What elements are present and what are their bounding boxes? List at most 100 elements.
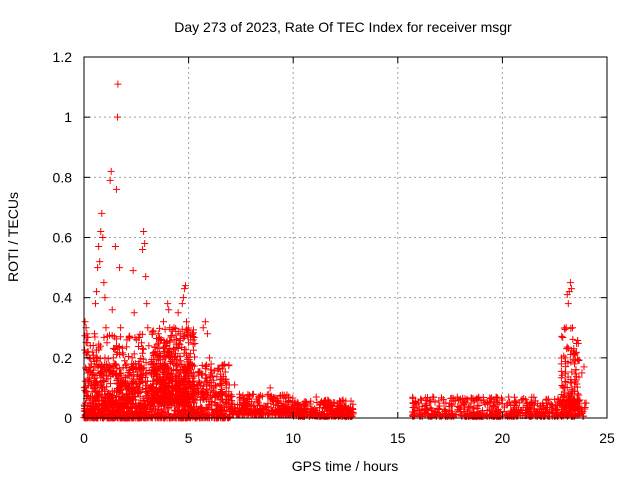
- data-point: [475, 393, 483, 401]
- data-point: [569, 355, 577, 363]
- data-point: [245, 391, 253, 399]
- data-point: [107, 380, 115, 388]
- data-point: [298, 412, 306, 420]
- x-tick-label: 0: [80, 430, 88, 446]
- data-point: [206, 373, 214, 381]
- data-point: [427, 405, 435, 413]
- data-point: [200, 407, 208, 415]
- data-point: [247, 402, 255, 410]
- data-point: [156, 324, 164, 332]
- data-point: [161, 325, 169, 333]
- data-point: [167, 390, 175, 398]
- data-point: [177, 357, 185, 365]
- scatter-points: [80, 80, 590, 422]
- data-point: [559, 334, 567, 342]
- data-point: [560, 393, 568, 401]
- data-point: [174, 309, 182, 317]
- data-point: [582, 399, 590, 407]
- data-point: [329, 405, 337, 413]
- data-point: [86, 342, 94, 350]
- data-point: [542, 399, 550, 407]
- data-point: [561, 370, 569, 378]
- y-axis-label: ROTI / TECUs: [5, 192, 21, 282]
- y-tick-label: 1.2: [53, 49, 73, 65]
- data-point: [283, 391, 291, 399]
- data-point: [254, 399, 262, 407]
- data-point: [564, 300, 572, 308]
- data-point: [417, 395, 425, 403]
- data-point: [333, 411, 341, 419]
- chart-title: Day 273 of 2023, Rate Of TEC Index for r…: [174, 19, 512, 35]
- data-point: [182, 368, 190, 376]
- data-point: [114, 374, 122, 382]
- data-point: [90, 383, 98, 391]
- data-point: [551, 406, 559, 414]
- data-point: [142, 273, 150, 281]
- data-point: [149, 327, 157, 335]
- data-point: [89, 403, 97, 411]
- data-point: [123, 402, 131, 410]
- data-point: [239, 391, 247, 399]
- y-tick-label: 1: [64, 109, 72, 125]
- data-point: [189, 340, 197, 348]
- data-point: [171, 352, 179, 360]
- data-point: [576, 396, 584, 404]
- data-point: [100, 403, 108, 411]
- data-point: [168, 358, 176, 366]
- data-point: [237, 396, 245, 404]
- data-point: [119, 376, 127, 384]
- data-point: [128, 360, 136, 368]
- data-point: [114, 349, 122, 357]
- data-point: [152, 351, 160, 359]
- data-point: [170, 383, 178, 391]
- data-point: [530, 405, 538, 413]
- data-point: [169, 413, 177, 421]
- data-point: [205, 379, 213, 387]
- data-point: [295, 408, 303, 416]
- data-point: [213, 407, 221, 415]
- data-point: [109, 354, 117, 362]
- data-point: [160, 386, 168, 394]
- data-point: [436, 411, 444, 419]
- data-point: [130, 350, 138, 358]
- data-point: [242, 400, 250, 408]
- data-point: [99, 410, 107, 418]
- data-point: [557, 367, 565, 375]
- data-point: [560, 352, 568, 360]
- data-point: [560, 388, 568, 396]
- data-point: [123, 343, 131, 351]
- data-point: [93, 288, 101, 296]
- data-point: [116, 264, 124, 272]
- data-point: [129, 267, 137, 275]
- data-point: [561, 354, 569, 362]
- data-point: [148, 330, 156, 338]
- data-point: [182, 351, 190, 359]
- data-point: [128, 354, 136, 362]
- data-point: [100, 333, 108, 341]
- data-point: [284, 397, 292, 405]
- data-point: [101, 354, 109, 362]
- data-point: [488, 404, 496, 412]
- data-point: [555, 396, 563, 404]
- data-point: [138, 364, 146, 372]
- y-tick-label: 0.6: [53, 230, 73, 246]
- data-point: [256, 393, 264, 401]
- data-point: [203, 385, 211, 393]
- data-point: [154, 330, 162, 338]
- data-point: [297, 404, 305, 412]
- data-point: [464, 412, 472, 420]
- data-point: [512, 398, 520, 406]
- data-point: [538, 408, 546, 416]
- data-point: [566, 395, 574, 403]
- data-point: [81, 346, 89, 354]
- data-point: [103, 339, 111, 347]
- data-point: [266, 384, 274, 392]
- data-point: [218, 382, 226, 390]
- data-point: [112, 360, 120, 368]
- data-point: [135, 375, 143, 383]
- data-point: [149, 377, 157, 385]
- data-point: [238, 402, 246, 410]
- data-point: [126, 369, 134, 377]
- data-point: [422, 401, 430, 409]
- data-point: [557, 374, 565, 382]
